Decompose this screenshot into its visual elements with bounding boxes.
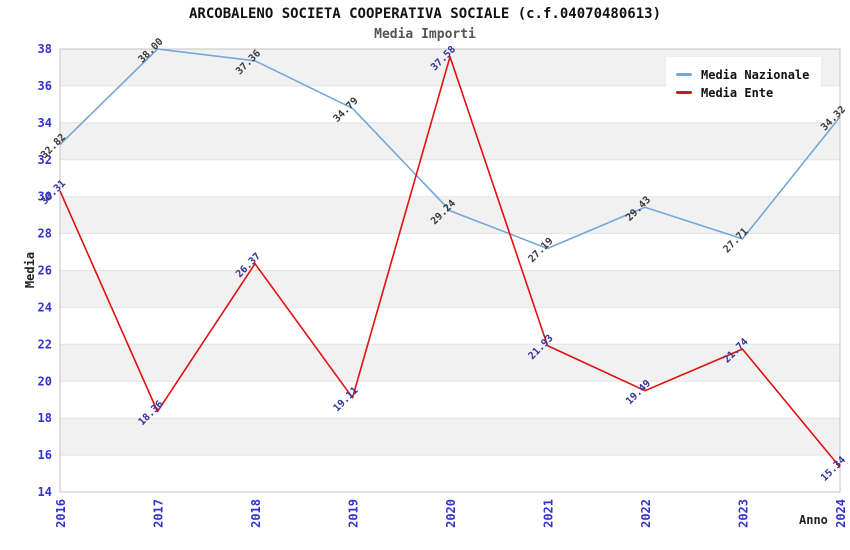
x-tick-label: 2023 (737, 499, 751, 528)
legend-item-media-nazionale: Media Nazionale (676, 67, 809, 82)
y-axis-title: Media (23, 251, 37, 289)
x-tick-label: 2022 (639, 499, 653, 528)
y-tick-label: 28 (38, 227, 52, 241)
plot-band (60, 344, 840, 382)
legend-swatch-blue-line (676, 73, 692, 76)
legend-label: Media Nazionale (701, 67, 810, 82)
y-tick-label: 38 (38, 42, 52, 56)
series-line-media-ente (59, 55, 841, 468)
y-tick-label: 24 (38, 300, 52, 314)
y-tick-label: 36 (38, 79, 52, 93)
y-tick-label: 34 (38, 116, 52, 130)
x-tick-label: 2016 (54, 499, 68, 528)
plot-band (60, 270, 840, 308)
x-tick-label: 2017 (152, 499, 166, 528)
y-tick-label: 22 (38, 337, 52, 351)
legend-item-media-ente: Media Ente (676, 85, 809, 100)
point-label-media-nazionale: 27.19 (527, 236, 556, 265)
chart-subtitle: Media Importi (374, 27, 476, 42)
x-axis-title: Anno (799, 513, 828, 527)
legend-label: Media Ente (701, 85, 774, 100)
plot-band (60, 418, 840, 456)
plot-band (60, 196, 840, 234)
y-tick-label: 32 (38, 153, 52, 167)
y-tick-label: 20 (38, 374, 52, 388)
y-tick-label: 18 (38, 411, 52, 425)
y-tick-label: 14 (38, 485, 52, 499)
legend-swatch-red-line (676, 91, 692, 94)
plot-border (59, 48, 841, 493)
x-tick-label: 2024 (834, 499, 848, 528)
x-tick-label: 2019 (347, 499, 361, 528)
x-tick-label: 2021 (542, 499, 556, 528)
x-tick-label: 2020 (444, 499, 458, 528)
x-tick-label: 2018 (249, 499, 263, 528)
y-tick-label: 26 (38, 264, 52, 278)
y-tick-label: 16 (38, 448, 52, 462)
plot-band (60, 122, 840, 160)
chart-title: ARCOBALENO SOCIETA COOPERATIVA SOCIALE (… (188, 6, 661, 22)
series-line-media-nazionale (59, 48, 841, 250)
legend: Media Nazionale Media Ente (666, 57, 822, 111)
y-tick-label: 30 (38, 190, 52, 204)
